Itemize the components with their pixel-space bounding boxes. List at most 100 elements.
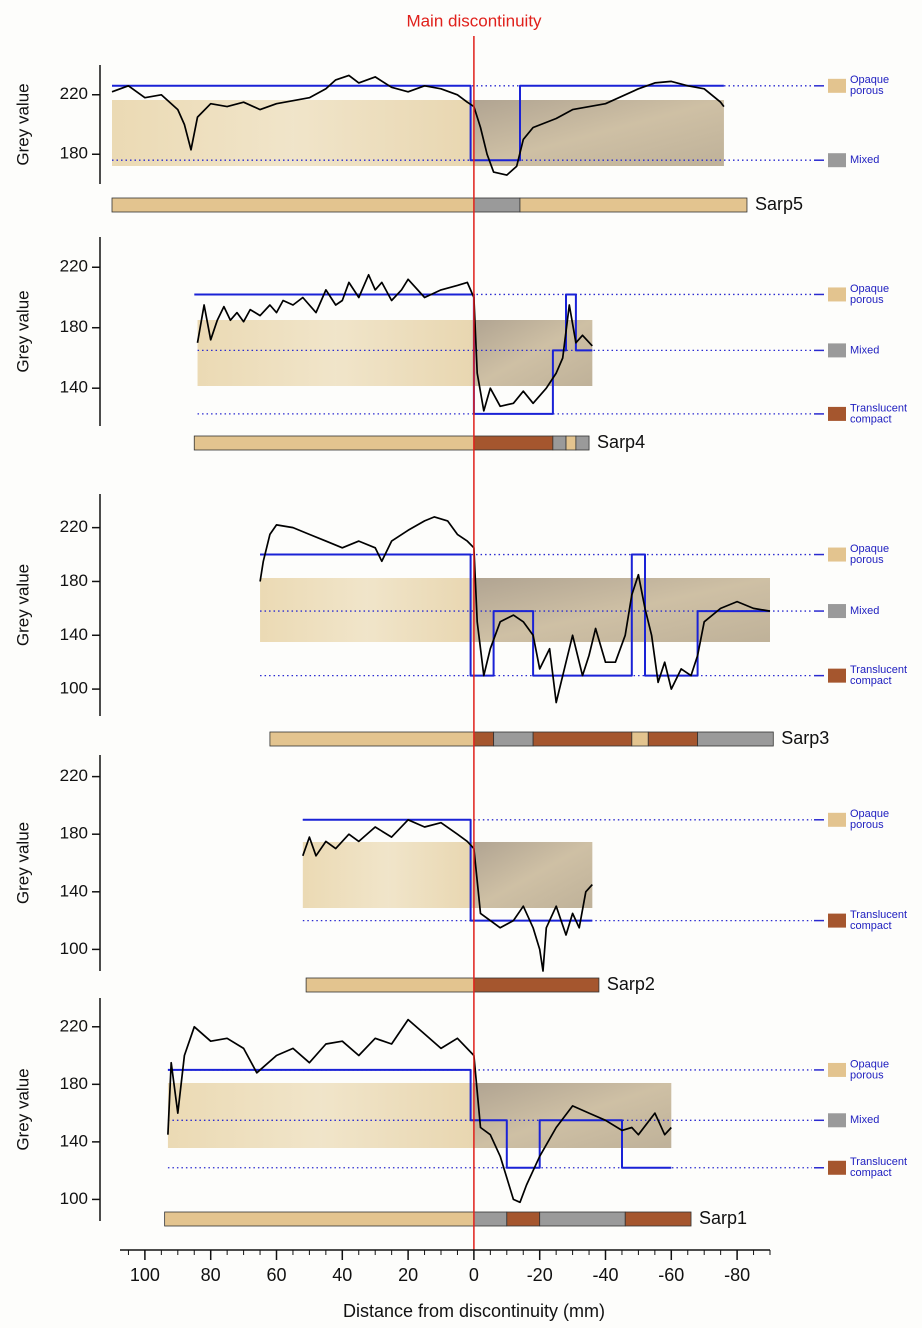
core-photo: [474, 1083, 671, 1148]
core-photo: [198, 320, 474, 386]
x-axis-title: Distance from discontinuity (mm): [343, 1301, 605, 1321]
facies-segment: [494, 732, 533, 746]
facies-segment: [270, 732, 474, 746]
legend-swatch: [828, 669, 846, 683]
x-tick-label: 40: [332, 1265, 352, 1285]
legend-label: compact: [850, 1167, 892, 1179]
facies-segment: [165, 1212, 474, 1226]
facies-segment: [194, 436, 474, 450]
y-tick-label: 220: [60, 517, 88, 536]
legend-label: compact: [850, 920, 892, 932]
y-axis-title: Grey value: [13, 83, 32, 165]
x-tick-label: 0: [469, 1265, 479, 1285]
core-name: Sarp2: [607, 974, 655, 994]
facies-segment: [520, 198, 747, 212]
x-tick-label: -80: [724, 1265, 750, 1285]
legend-swatch: [828, 548, 846, 562]
legend-label: porous: [850, 554, 884, 566]
core-photo: [474, 100, 724, 166]
legend-swatch: [828, 604, 846, 618]
y-tick-label: 180: [60, 144, 88, 163]
legend-swatch: [828, 343, 846, 357]
figure: Main discontinuity Distance from discont…: [0, 0, 922, 1328]
facies-segment: [576, 436, 589, 450]
facies-segment: [566, 436, 576, 450]
x-tick-label: 60: [266, 1265, 286, 1285]
legend-label: Mixed: [850, 1114, 879, 1126]
y-tick-label: 180: [60, 317, 88, 336]
facies-segment: [474, 198, 520, 212]
y-tick-label: 220: [60, 1016, 88, 1035]
legend-swatch: [828, 1161, 846, 1175]
core-photo: [303, 842, 474, 908]
y-tick-label: 140: [60, 625, 88, 644]
legend-label: porous: [850, 1069, 884, 1081]
core-name: Sarp5: [755, 194, 803, 214]
legend-swatch: [828, 153, 846, 167]
facies-segment: [648, 732, 697, 746]
core-name: Sarp4: [597, 432, 645, 452]
y-tick-label: 140: [60, 1131, 88, 1150]
legend-swatch: [828, 287, 846, 301]
legend-swatch: [828, 1063, 846, 1077]
facies-segment: [474, 978, 599, 992]
x-tick-label: 100: [130, 1265, 160, 1285]
core-name: Sarp3: [781, 728, 829, 748]
legend-label: porous: [850, 294, 884, 306]
y-tick-label: 220: [60, 257, 88, 276]
y-tick-label: 140: [60, 378, 88, 397]
core-photo: [112, 100, 474, 166]
facies-segment: [533, 732, 632, 746]
y-tick-label: 180: [60, 1074, 88, 1093]
legend-swatch: [828, 79, 846, 93]
y-tick-label: 180: [60, 824, 88, 843]
core-name: Sarp1: [699, 1208, 747, 1228]
facies-segment: [507, 1212, 540, 1226]
legend-swatch: [828, 1113, 846, 1127]
facies-segment: [625, 1212, 691, 1226]
facies-segment: [112, 198, 474, 212]
facies-segment: [474, 732, 494, 746]
facies-segment: [698, 732, 774, 746]
y-tick-label: 220: [60, 766, 88, 785]
legend-label: porous: [850, 85, 884, 97]
facies-segment: [553, 436, 566, 450]
y-tick-label: 100: [60, 939, 88, 958]
x-tick-label: 20: [398, 1265, 418, 1285]
y-axis-title: Grey value: [13, 822, 32, 904]
y-tick-label: 100: [60, 1189, 88, 1208]
legend-label: Mixed: [850, 344, 879, 356]
legend-swatch: [828, 407, 846, 421]
facies-segment: [540, 1212, 626, 1226]
facies-segment: [474, 1212, 507, 1226]
y-tick-label: 180: [60, 571, 88, 590]
core-photo: [474, 842, 592, 908]
facies-segment: [474, 436, 553, 450]
core-photo: [260, 578, 474, 642]
legend-swatch: [828, 914, 846, 928]
legend-label: porous: [850, 819, 884, 831]
x-tick-label: -40: [592, 1265, 618, 1285]
legend-label: Mixed: [850, 154, 879, 166]
y-axis-title: Grey value: [13, 564, 32, 646]
x-tick-label: -60: [658, 1265, 684, 1285]
discontinuity-label: Main discontinuity: [406, 11, 542, 30]
legend-swatch: [828, 813, 846, 827]
y-tick-label: 100: [60, 679, 88, 698]
y-tick-label: 140: [60, 881, 88, 900]
legend-label: Mixed: [850, 605, 879, 617]
legend-label: compact: [850, 413, 892, 425]
y-axis-title: Grey value: [13, 1068, 32, 1150]
facies-segment: [632, 732, 648, 746]
facies-segment: [306, 978, 474, 992]
y-axis-title: Grey value: [13, 290, 32, 372]
x-tick-label: 80: [201, 1265, 221, 1285]
x-tick-label: -20: [527, 1265, 553, 1285]
legend-label: compact: [850, 675, 892, 687]
y-tick-label: 220: [60, 84, 88, 103]
core-photo: [474, 320, 592, 386]
